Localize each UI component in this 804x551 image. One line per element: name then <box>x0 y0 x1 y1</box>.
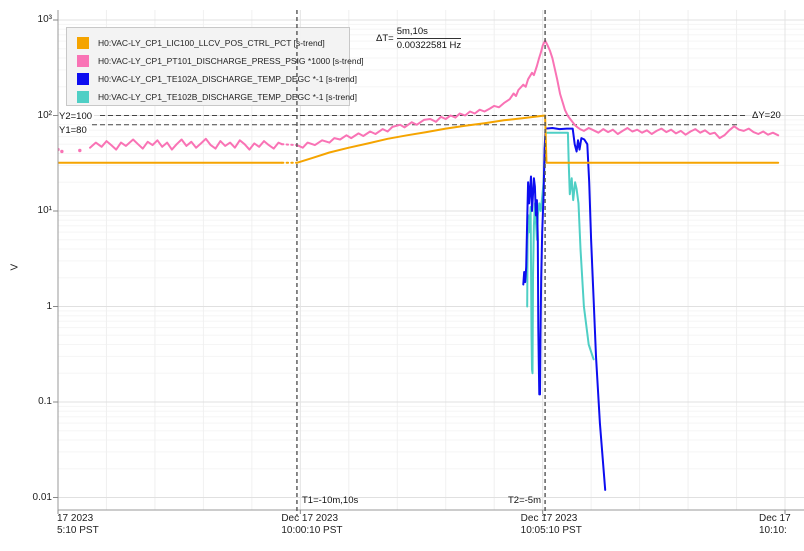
legend: H0:VAC-LY_CP1_LIC100_LLCV_POS_CTRL_PCT [… <box>66 27 364 106</box>
legend-color-swatch <box>77 73 89 85</box>
series-line-te102a <box>522 127 607 491</box>
delta-y-label: ΔY=20 <box>752 110 781 121</box>
series-group <box>58 39 780 491</box>
delta-t-annotation: ΔT= 5m,10s 0.00322581 Hz <box>376 26 462 51</box>
y-axis-tick-labels: 10³ 10² 10¹ 1 0.1 0.01 <box>0 0 52 551</box>
y-tick-label: 10² <box>37 109 52 121</box>
series-line-pt101 <box>295 39 780 149</box>
series-line-pt101 <box>89 137 283 151</box>
delta-t-frequency: 0.00322581 Hz <box>396 40 462 51</box>
y-tick-label: 10¹ <box>37 205 52 216</box>
series-line-lic100 <box>295 114 780 164</box>
y-tick-label: 0.1 <box>38 396 52 407</box>
legend-item-pt101[interactable]: H0:VAC-LY_CP1_PT101_DISCHARGE_PRESS_PSIG… <box>75 52 364 70</box>
legend-item-te102b[interactable]: H0:VAC-LY_CP1_TE102B_DISCHARGE_TEMP_DEGC… <box>75 88 357 106</box>
t1-cursor-label: T1=-10m,10s <box>302 495 359 506</box>
t2-cursor-label: T2=-5m <box>508 495 541 506</box>
y-axis-title: V <box>9 263 21 271</box>
legend-color-swatch <box>77 91 89 103</box>
legend-item-lic100[interactable]: H0:VAC-LY_CP1_LIC100_LLCV_POS_CTRL_PCT [… <box>75 34 349 52</box>
series-line-te102b <box>526 131 595 375</box>
legend-color-swatch <box>77 37 89 49</box>
series-dot-pt101 <box>78 148 82 153</box>
y-tick-label: 0.01 <box>32 491 52 503</box>
legend-item-te102a[interactable]: H0:VAC-LY_CP1_TE102A_DISCHARGE_TEMP_DEGC… <box>75 70 357 88</box>
y-tick-label: 1 <box>46 300 52 312</box>
legend-item-label: H0:VAC-LY_CP1_PT101_DISCHARGE_PRESS_PSIG… <box>98 56 364 66</box>
legend-item-label: H0:VAC-LY_CP1_LIC100_LLCV_POS_CTRL_PCT [… <box>98 38 325 48</box>
series-dot-pt101 <box>60 149 64 154</box>
delta-t-prefix: ΔT= <box>376 33 394 44</box>
gridlines <box>58 10 804 510</box>
y1-cursor-label: Y1=80 <box>59 125 89 136</box>
delta-t-fraction: 5m,10s 0.00322581 Hz <box>396 26 462 51</box>
legend-color-swatch <box>77 55 89 67</box>
legend-item-label: H0:VAC-LY_CP1_TE102A_DISCHARGE_TEMP_DEGC… <box>98 74 358 84</box>
y2-cursor-label: Y2=100 <box>59 111 95 122</box>
delta-t-time: 5m,10s <box>396 26 462 39</box>
y-tick-label: 10³ <box>37 14 52 25</box>
legend-item-label: H0:VAC-LY_CP1_TE102B_DISCHARGE_TEMP_DEGC… <box>98 92 358 102</box>
